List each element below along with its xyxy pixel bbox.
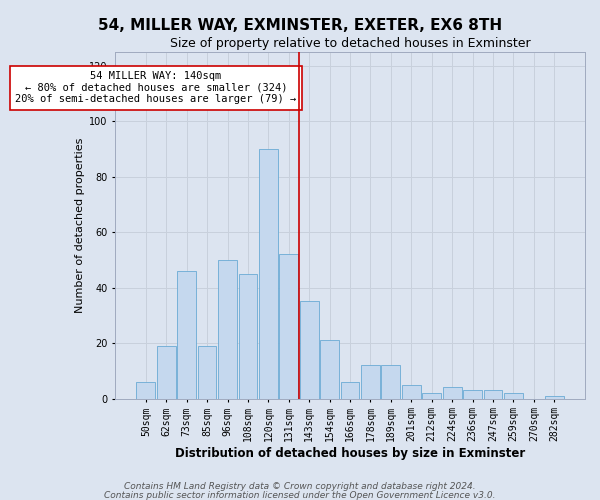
Text: 54 MILLER WAY: 140sqm
← 80% of detached houses are smaller (324)
20% of semi-det: 54 MILLER WAY: 140sqm ← 80% of detached … (16, 71, 296, 104)
Bar (136, 382, 155, 398)
Bar (320, 340, 339, 398)
Bar (198, 346, 217, 399)
Text: 54, MILLER WAY, EXMINSTER, EXETER, EX6 8TH: 54, MILLER WAY, EXMINSTER, EXETER, EX6 8… (98, 18, 502, 32)
Bar (422, 393, 441, 398)
Bar (280, 254, 298, 398)
Bar (463, 390, 482, 398)
Title: Size of property relative to detached houses in Exminster: Size of property relative to detached ho… (170, 38, 530, 51)
Bar (361, 366, 380, 398)
Bar (545, 396, 563, 398)
Bar (341, 382, 359, 398)
Bar (177, 271, 196, 398)
Bar (300, 302, 319, 398)
Text: Contains public sector information licensed under the Open Government Licence v3: Contains public sector information licen… (104, 490, 496, 500)
Bar (239, 274, 257, 398)
Bar (484, 390, 502, 398)
X-axis label: Distribution of detached houses by size in Exminster: Distribution of detached houses by size … (175, 447, 525, 460)
Bar (504, 393, 523, 398)
Bar (402, 384, 421, 398)
Bar (218, 260, 237, 398)
Bar (157, 346, 176, 399)
Text: Contains HM Land Registry data © Crown copyright and database right 2024.: Contains HM Land Registry data © Crown c… (124, 482, 476, 491)
Bar (259, 149, 278, 398)
Bar (382, 366, 400, 398)
Y-axis label: Number of detached properties: Number of detached properties (75, 138, 85, 313)
Bar (443, 388, 461, 398)
